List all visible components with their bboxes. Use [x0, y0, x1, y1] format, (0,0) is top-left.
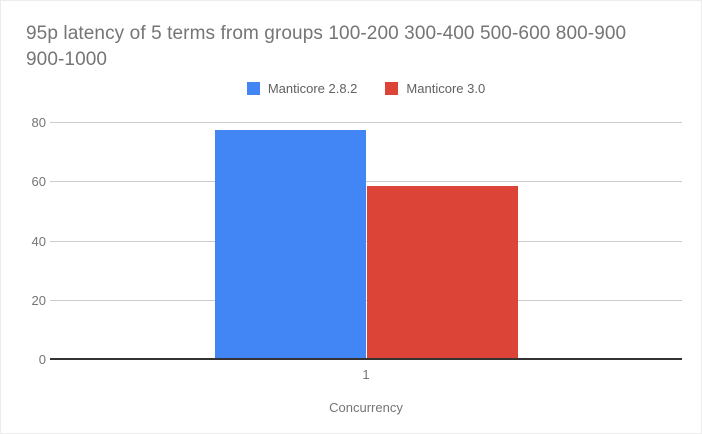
- x-tick-label: 1: [362, 367, 370, 382]
- y-tick-label-80: 80: [31, 115, 46, 130]
- gridline-y-80: [50, 122, 682, 123]
- legend-swatch-blue-icon: [246, 82, 260, 95]
- gridline-y-40: [50, 241, 682, 242]
- x-axis-title: Concurrency: [329, 400, 403, 415]
- gridline-y-60: [50, 181, 682, 182]
- bar-manticore-2-8-2: [214, 130, 366, 359]
- gridline-y-20: [50, 300, 682, 301]
- chart-title: 95p latency of 5 terms from groups 100-2…: [26, 21, 626, 73]
- bar-manticore-3-0: [366, 186, 518, 359]
- x-axis-line: [50, 358, 682, 360]
- chart-title-line-1: 95p latency of 5 terms from groups 100-2…: [26, 23, 627, 44]
- legend-label: Manticore 3.0: [406, 81, 486, 96]
- y-tick-label-60: 60: [31, 174, 46, 189]
- legend-item-manticore-3-0: Manticore 3.0: [385, 81, 485, 96]
- y-tick-label-40: 40: [31, 234, 46, 249]
- chart-title-line-2: 900-1000: [26, 49, 108, 70]
- legend-swatch-red-icon: [385, 82, 399, 95]
- legend-item-manticore-2-8-2: Manticore 2.8.2: [246, 81, 358, 96]
- legend: Manticore 2.8.2 Manticore 3.0: [50, 81, 682, 96]
- y-tick-label-0: 0: [38, 352, 46, 367]
- legend-label: Manticore 2.8.2: [267, 81, 358, 96]
- y-tick-label-20: 20: [31, 293, 46, 308]
